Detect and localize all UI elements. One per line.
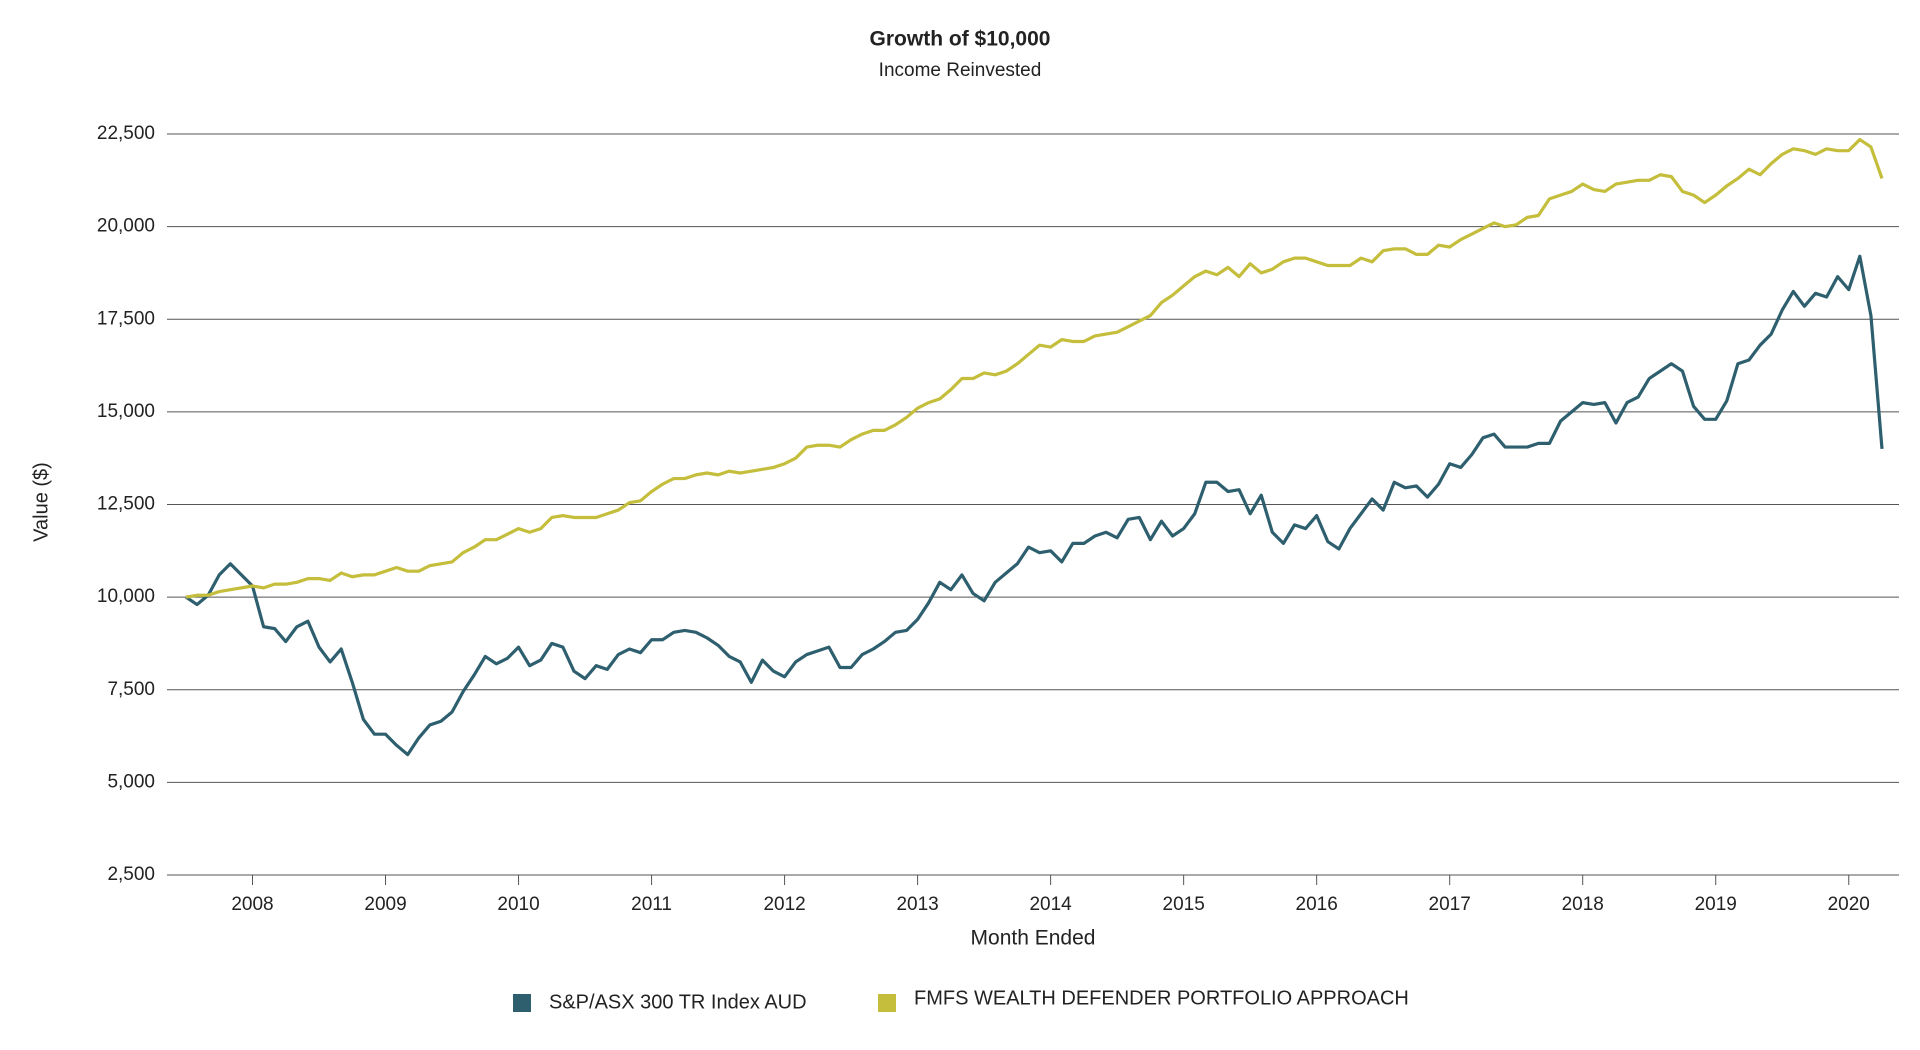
series-line xyxy=(185,137,1884,599)
y-tick-label: 10,000 xyxy=(97,586,155,607)
x-tick-label: 2012 xyxy=(763,894,805,915)
y-axis-label: Value ($) xyxy=(30,462,52,542)
legend-swatch xyxy=(513,994,531,1012)
x-axis-label: Month Ended xyxy=(971,927,1096,950)
y-tick-label: 22,500 xyxy=(97,123,155,144)
legend-swatch xyxy=(878,994,896,1012)
chart-title: Growth of $10,000 xyxy=(870,28,1051,51)
y-tick-label: 5,000 xyxy=(107,771,155,792)
x-tick-label: 2014 xyxy=(1029,894,1072,915)
y-tick-label: 2,500 xyxy=(107,864,155,885)
chart-subtitle: Income Reinvested xyxy=(879,60,1042,81)
x-tick-label: 2019 xyxy=(1695,894,1737,915)
x-tick-label: 2011 xyxy=(631,894,672,915)
x-tick-label: 2020 xyxy=(1828,894,1870,915)
x-tick-label: 2013 xyxy=(896,894,938,915)
x-tick-label: 2015 xyxy=(1163,894,1205,915)
x-tick-label: 2016 xyxy=(1296,894,1338,915)
x-tick-label: 2017 xyxy=(1429,894,1471,915)
y-tick-label: 12,500 xyxy=(97,494,155,515)
y-tick-label: 17,500 xyxy=(97,308,155,329)
legend-label: FMFS WEALTH DEFENDER PORTFOLIO APPROACH xyxy=(914,987,1409,1009)
legend-label: S&P/ASX 300 TR Index AUD xyxy=(549,991,807,1013)
x-tick-label: 2018 xyxy=(1562,894,1604,915)
x-tick-label: 2008 xyxy=(231,894,273,915)
y-tick-label: 20,000 xyxy=(97,216,155,237)
y-tick-label: 15,000 xyxy=(97,401,155,422)
x-tick-label: 2010 xyxy=(497,894,539,915)
x-tick-label: 2009 xyxy=(364,894,406,915)
series-line xyxy=(185,254,1884,757)
y-tick-label: 7,500 xyxy=(107,679,155,700)
